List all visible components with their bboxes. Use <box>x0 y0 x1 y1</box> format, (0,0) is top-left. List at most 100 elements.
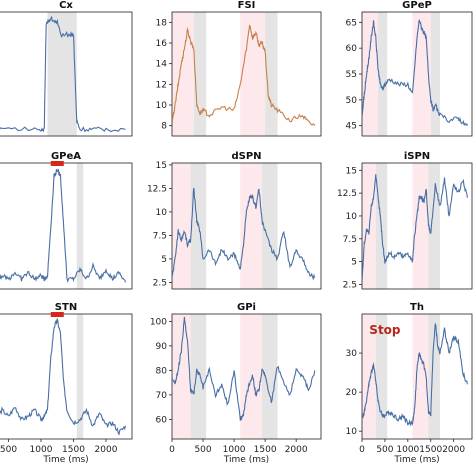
y-tick-label: 65 <box>346 18 357 28</box>
series-line-ispn <box>362 174 468 283</box>
pink-band <box>362 163 376 289</box>
panel-title: Cx <box>59 0 73 11</box>
series-line-stn <box>0 317 127 436</box>
x-tick-label: 1000 <box>396 445 419 455</box>
panel-gpep: 45 50 55 60 65 GPeP <box>346 0 473 137</box>
y-tick-label: 8 <box>161 122 167 132</box>
y-tick-label: 5 <box>351 258 357 268</box>
y-tick-label: 80 <box>156 366 168 376</box>
y-tick-label: 2.5 <box>343 280 357 290</box>
x-tick-label: 2000 <box>442 445 465 455</box>
y-tick-label: 7.5 <box>153 231 167 241</box>
series-line-cx <box>0 15 126 133</box>
axes-frame <box>171 162 322 290</box>
y-tick-label: 60 <box>346 44 358 54</box>
x-tick-label: 2000 <box>95 445 118 455</box>
x-tick-label: 500 <box>194 445 211 455</box>
y-tick-label: 12.5 <box>337 189 357 199</box>
pink-band <box>172 163 191 289</box>
panel-title: GPeP <box>402 0 432 11</box>
y-tick-label: 15 <box>156 161 167 171</box>
y-tick-label: 60 <box>156 415 168 425</box>
y-tick-label: 12 <box>156 80 167 90</box>
y-tick-label: 10 <box>346 212 358 222</box>
axes-frame <box>361 162 473 290</box>
axes-frame <box>0 11 133 137</box>
gray-band <box>265 12 278 136</box>
panel-title: Th <box>410 302 424 313</box>
x-tick-label: 2000 <box>285 445 308 455</box>
y-tick-label: 10 <box>346 427 358 437</box>
gray-band <box>262 314 278 439</box>
pink-band <box>172 314 191 439</box>
axes-frame <box>171 11 322 137</box>
gray-band <box>378 12 388 136</box>
gray-band <box>430 12 440 136</box>
gray-band <box>262 163 278 289</box>
x-axis-label: Time (ms) <box>42 455 88 465</box>
y-tick-label: 18 <box>156 18 168 28</box>
y-tick-label: 70 <box>156 391 168 401</box>
x-tick-label: 1000 <box>223 445 246 455</box>
x-tick-label: 500 <box>0 445 17 455</box>
series-line-gpea <box>0 168 127 284</box>
x-tick-label: 1500 <box>254 445 277 455</box>
gray-band <box>428 163 440 289</box>
y-tick-label: 14 <box>156 60 168 70</box>
y-tick-label: 100 <box>150 317 167 327</box>
y-tick-label: 55 <box>346 70 357 80</box>
panel-title: iSPN <box>404 151 430 162</box>
x-tick-label: 1500 <box>419 445 442 455</box>
y-tick-label: 15 <box>346 166 357 176</box>
y-tick-label: 5 <box>161 255 167 265</box>
x-tick-label: 0 <box>169 445 175 455</box>
gray-band <box>76 314 84 439</box>
pink-band <box>412 163 429 289</box>
pink-band <box>240 314 263 439</box>
stimulus-bar <box>50 312 64 317</box>
stimulus-bar <box>50 161 64 166</box>
series-line-gpep <box>362 18 468 126</box>
panel-title: GPi <box>237 302 256 313</box>
panel-title: dSPN <box>231 151 261 162</box>
gray-band <box>190 314 207 439</box>
y-tick-label: 90 <box>156 342 168 352</box>
x-axis-label: Time (ms) <box>393 455 439 465</box>
x-tick-label: 500 <box>376 445 393 455</box>
x-tick-label: 0 <box>359 445 365 455</box>
pink-band <box>240 12 266 136</box>
series-line-dspn <box>172 187 316 281</box>
x-tick-label: 1000 <box>30 445 53 455</box>
panel-title: FSI <box>238 0 256 11</box>
y-tick-label: 12.5 <box>147 184 167 194</box>
y-tick-label: 10 <box>156 208 168 218</box>
series-line-th <box>362 323 468 427</box>
gray-band <box>375 314 388 439</box>
panel-cx: Cx <box>0 0 133 137</box>
y-tick-label: 16 <box>156 39 168 49</box>
pink-band <box>412 314 429 439</box>
panel-ispn: 2.5 5 7.5 10 12.5 15 iSPN <box>337 151 473 290</box>
stop-annotation: Stop <box>369 323 401 337</box>
gray-band <box>47 12 77 136</box>
pink-band <box>362 12 379 136</box>
panel-title: STN <box>55 302 77 313</box>
series-line-fsi <box>172 24 316 127</box>
y-tick-label: 20 <box>346 388 358 398</box>
pink-band <box>172 12 194 136</box>
panel-title: GPeA <box>51 151 81 162</box>
panel-stn: 500 1000 1500 2000 Time (ms) STN <box>0 302 133 465</box>
axes-frame <box>0 313 133 440</box>
gray-band <box>428 314 440 439</box>
y-tick-label: 2.5 <box>153 278 167 288</box>
y-tick-label: 10 <box>156 101 168 111</box>
y-tick-label: 7.5 <box>343 235 357 245</box>
x-tick-label: 1500 <box>62 445 85 455</box>
y-tick-label: 45 <box>346 122 357 132</box>
y-tick-label: 30 <box>346 349 358 359</box>
pink-band <box>240 163 263 289</box>
axes-frame <box>361 313 473 440</box>
